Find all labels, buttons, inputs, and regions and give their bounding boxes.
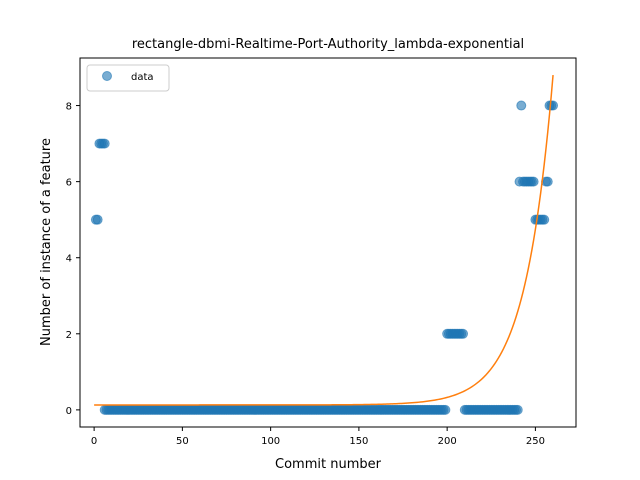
y-tick-label: 6 — [66, 178, 72, 189]
y-tick-label: 2 — [66, 330, 72, 341]
data-point — [99, 138, 110, 149]
plot-area — [90, 75, 559, 415]
data-point — [542, 176, 553, 187]
y-axis-label: Number of instance of a feature — [39, 138, 54, 346]
data-point — [516, 100, 527, 111]
data-point — [92, 214, 103, 225]
x-tick-label: 250 — [526, 436, 545, 447]
y-tick-label: 8 — [66, 102, 72, 113]
x-tick-label: 200 — [438, 436, 457, 447]
legend-marker — [102, 71, 112, 81]
x-tick-label: 150 — [349, 436, 368, 447]
y-tick-label: 0 — [66, 406, 72, 417]
plot-frame — [79, 57, 577, 428]
data-point — [528, 176, 539, 187]
chart-title: rectangle-dbmi-Realtime-Port-Authority_l… — [132, 37, 524, 52]
data-point — [539, 214, 550, 225]
y-tick-label: 4 — [66, 254, 72, 265]
y-axis: 0 2 4 6 8 — [66, 102, 80, 417]
x-axis-label: Commit number — [275, 457, 382, 472]
fit-line — [94, 75, 554, 406]
legend: data — [86, 64, 170, 92]
legend-label-data: data — [131, 72, 154, 83]
legend-box — [86, 64, 170, 92]
data-point — [440, 404, 451, 415]
x-tick-label: 100 — [261, 436, 280, 447]
x-tick-label: 50 — [176, 436, 189, 447]
data-point — [512, 404, 523, 415]
data-point — [458, 328, 469, 339]
x-tick-label: 0 — [91, 436, 97, 447]
x-axis: 0 50 100 150 200 250 — [91, 427, 545, 447]
